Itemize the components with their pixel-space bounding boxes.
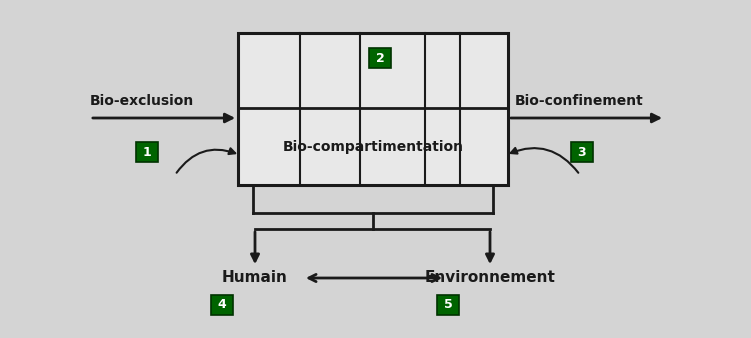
Text: 5: 5 [444, 298, 452, 312]
Bar [369, 48, 391, 68]
Text: Environnement: Environnement [424, 270, 556, 285]
Text: 3: 3 [578, 145, 587, 159]
Text: Bio-confinement: Bio-confinement [515, 94, 644, 108]
Bar [437, 295, 459, 315]
Bar [136, 142, 158, 162]
Bar [571, 142, 593, 162]
Text: 1: 1 [143, 145, 152, 159]
Bar [211, 295, 233, 315]
Bar [238, 33, 508, 185]
Text: Bio-exclusion: Bio-exclusion [90, 94, 195, 108]
Text: Humain: Humain [222, 270, 288, 285]
Text: 4: 4 [218, 298, 226, 312]
Text: Bio-compartimentation: Bio-compartimentation [282, 140, 463, 153]
Text: 2: 2 [376, 51, 385, 65]
